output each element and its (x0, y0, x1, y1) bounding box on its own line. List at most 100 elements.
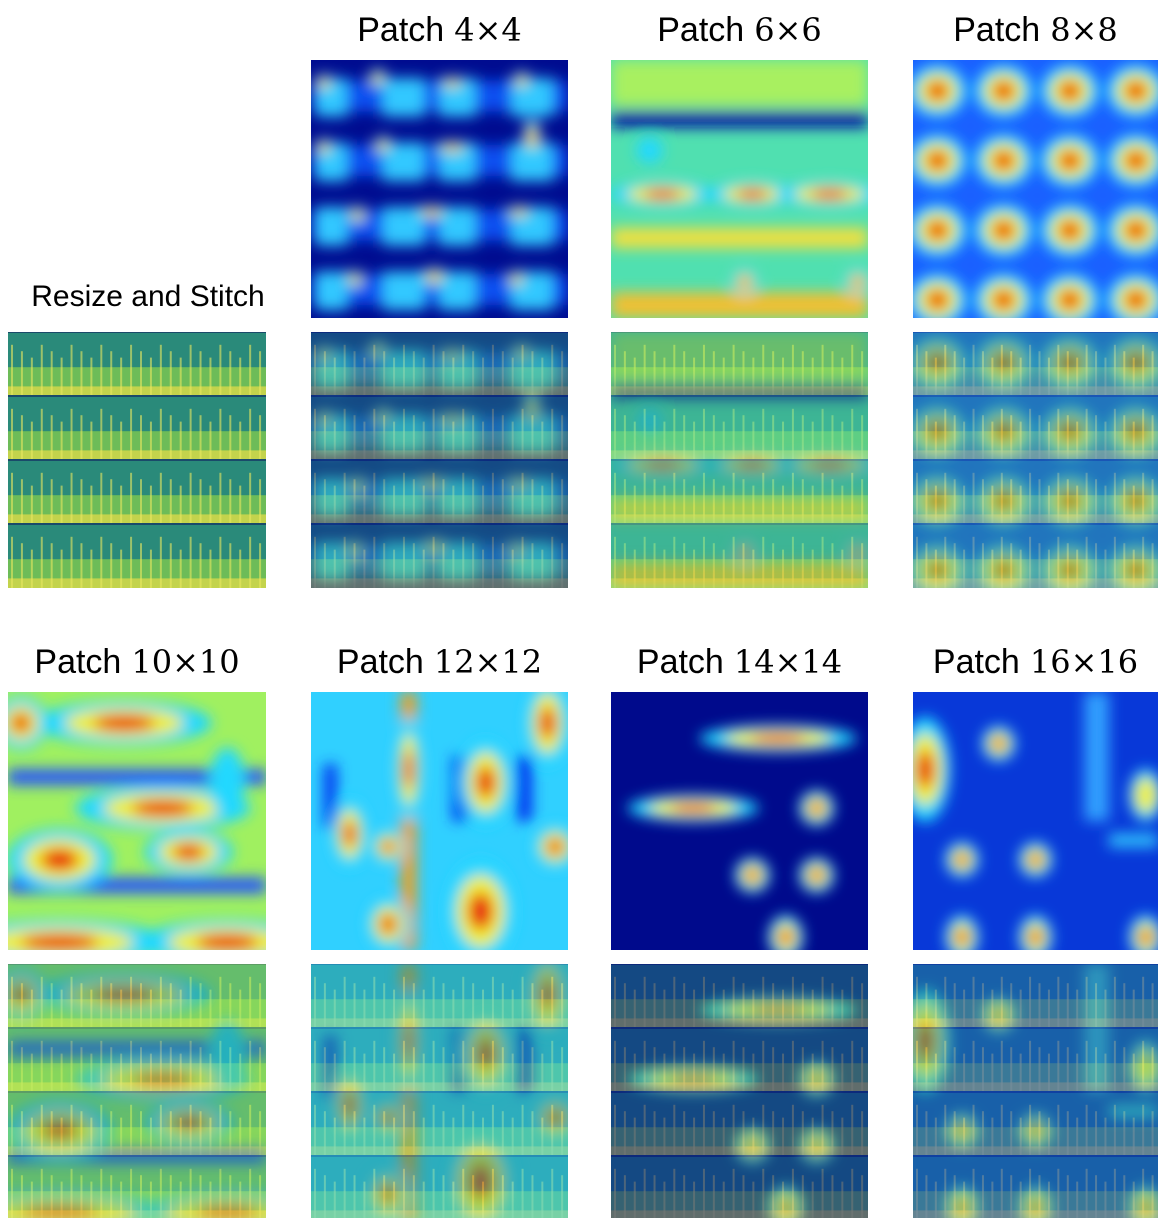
heat-blob (993, 492, 1014, 510)
heat-blob (746, 1140, 758, 1152)
heat-blob (1060, 561, 1081, 579)
heat-blob (343, 1093, 355, 1118)
panel-title-word: Patch (637, 643, 724, 681)
heat-blob (1126, 492, 1147, 510)
heat-blob (1030, 854, 1042, 866)
heat-blob (380, 1185, 395, 1203)
overlay (900, 964, 1158, 1218)
panel-title-size: 14×14 (734, 643, 842, 681)
heat-blob (1140, 1200, 1152, 1215)
heat-band (1109, 834, 1158, 847)
heat-blob (210, 1019, 245, 1089)
heat-blob (547, 1110, 562, 1125)
heat-blob (468, 1163, 493, 1200)
panel-title-size: 12×12 (434, 643, 542, 681)
heat-blob (811, 190, 848, 199)
heatmap (908, 60, 1158, 326)
heat-blob (404, 751, 413, 788)
heat-blob (811, 461, 848, 470)
heat-blob (1060, 151, 1081, 170)
heat-bg (913, 692, 1158, 950)
heat-blob (196, 935, 258, 950)
heat-blob (993, 82, 1014, 101)
heat-blob (1126, 354, 1147, 372)
heat-blob (956, 854, 968, 866)
panel-title-size: 16×16 (1030, 643, 1138, 681)
heat-blob (780, 1200, 792, 1215)
heat-blob (916, 1022, 934, 1059)
heat-blob (41, 1120, 78, 1142)
heat-blob (737, 461, 768, 470)
heat-blob (448, 353, 457, 358)
heat-blob (210, 747, 245, 817)
panel-title-word: Patch (657, 11, 744, 49)
heat-blob (746, 869, 758, 881)
heat-blob (750, 734, 806, 743)
heat-blob (41, 849, 78, 871)
heat-blob (380, 915, 395, 934)
heat-blob (352, 276, 358, 282)
panel-title-word: Patch (357, 11, 444, 49)
heat-blob (515, 210, 524, 215)
heat-blob (519, 349, 525, 355)
heat (611, 692, 868, 959)
heat-blob (853, 277, 862, 286)
heat-blob (810, 1073, 822, 1085)
heat (311, 951, 577, 1218)
heat-blob (993, 737, 1005, 749)
heat-blob (321, 352, 327, 358)
heat-blob (540, 707, 555, 738)
overlay (311, 332, 568, 588)
panel-title-size: 10×10 (131, 643, 239, 681)
heat (900, 964, 1158, 1218)
heat-blob (993, 561, 1014, 579)
heat (908, 332, 1158, 596)
heat-band (383, 78, 424, 117)
heat-blob (547, 839, 562, 854)
heat-blob (1126, 82, 1147, 101)
heat-blob (93, 715, 155, 730)
panel-title-word: Patch (34, 643, 121, 681)
panel-title: Patch 12×12 (337, 643, 542, 681)
panel-title-word: Patch (337, 643, 424, 681)
heat-blob (1060, 291, 1081, 310)
heat-blob (853, 548, 862, 557)
heat-blob (426, 210, 438, 215)
heat-blob (927, 354, 948, 372)
stitched-spectrogram (8, 332, 266, 588)
heat-blob (21, 935, 98, 950)
heat-band (611, 292, 868, 318)
heatmap (311, 60, 568, 318)
heat-blob (354, 483, 360, 489)
heat-blob (993, 423, 1014, 441)
heat-band (316, 207, 347, 246)
panel-title: Patch16×16 (933, 643, 1138, 681)
heat-blob (446, 417, 458, 422)
heat-blob (1060, 492, 1081, 510)
heat-blob (380, 142, 386, 148)
heat-blob (514, 276, 520, 282)
heat-band (611, 60, 868, 106)
panel-title-size: 6×6 (754, 11, 822, 49)
heat (0, 964, 315, 1218)
heat-blob (426, 481, 438, 486)
heat-blob (670, 1075, 716, 1084)
heat (908, 60, 1158, 326)
heat (900, 692, 1158, 959)
heat-blob (780, 929, 792, 944)
heat (610, 332, 882, 588)
panel-title: Patch 14×14 (637, 643, 842, 681)
heat-blob (1060, 354, 1081, 372)
heatmap (311, 679, 577, 964)
overlay (610, 332, 882, 588)
overlay (311, 951, 577, 1218)
heat-blob (354, 212, 360, 218)
heat-blob (636, 409, 662, 435)
heat-band (383, 542, 424, 580)
heatmap (611, 692, 868, 959)
panel-title-word: Patch (953, 11, 1040, 49)
heat-blob (430, 544, 439, 550)
heat-blob (352, 547, 358, 553)
heat-blob (446, 145, 458, 150)
